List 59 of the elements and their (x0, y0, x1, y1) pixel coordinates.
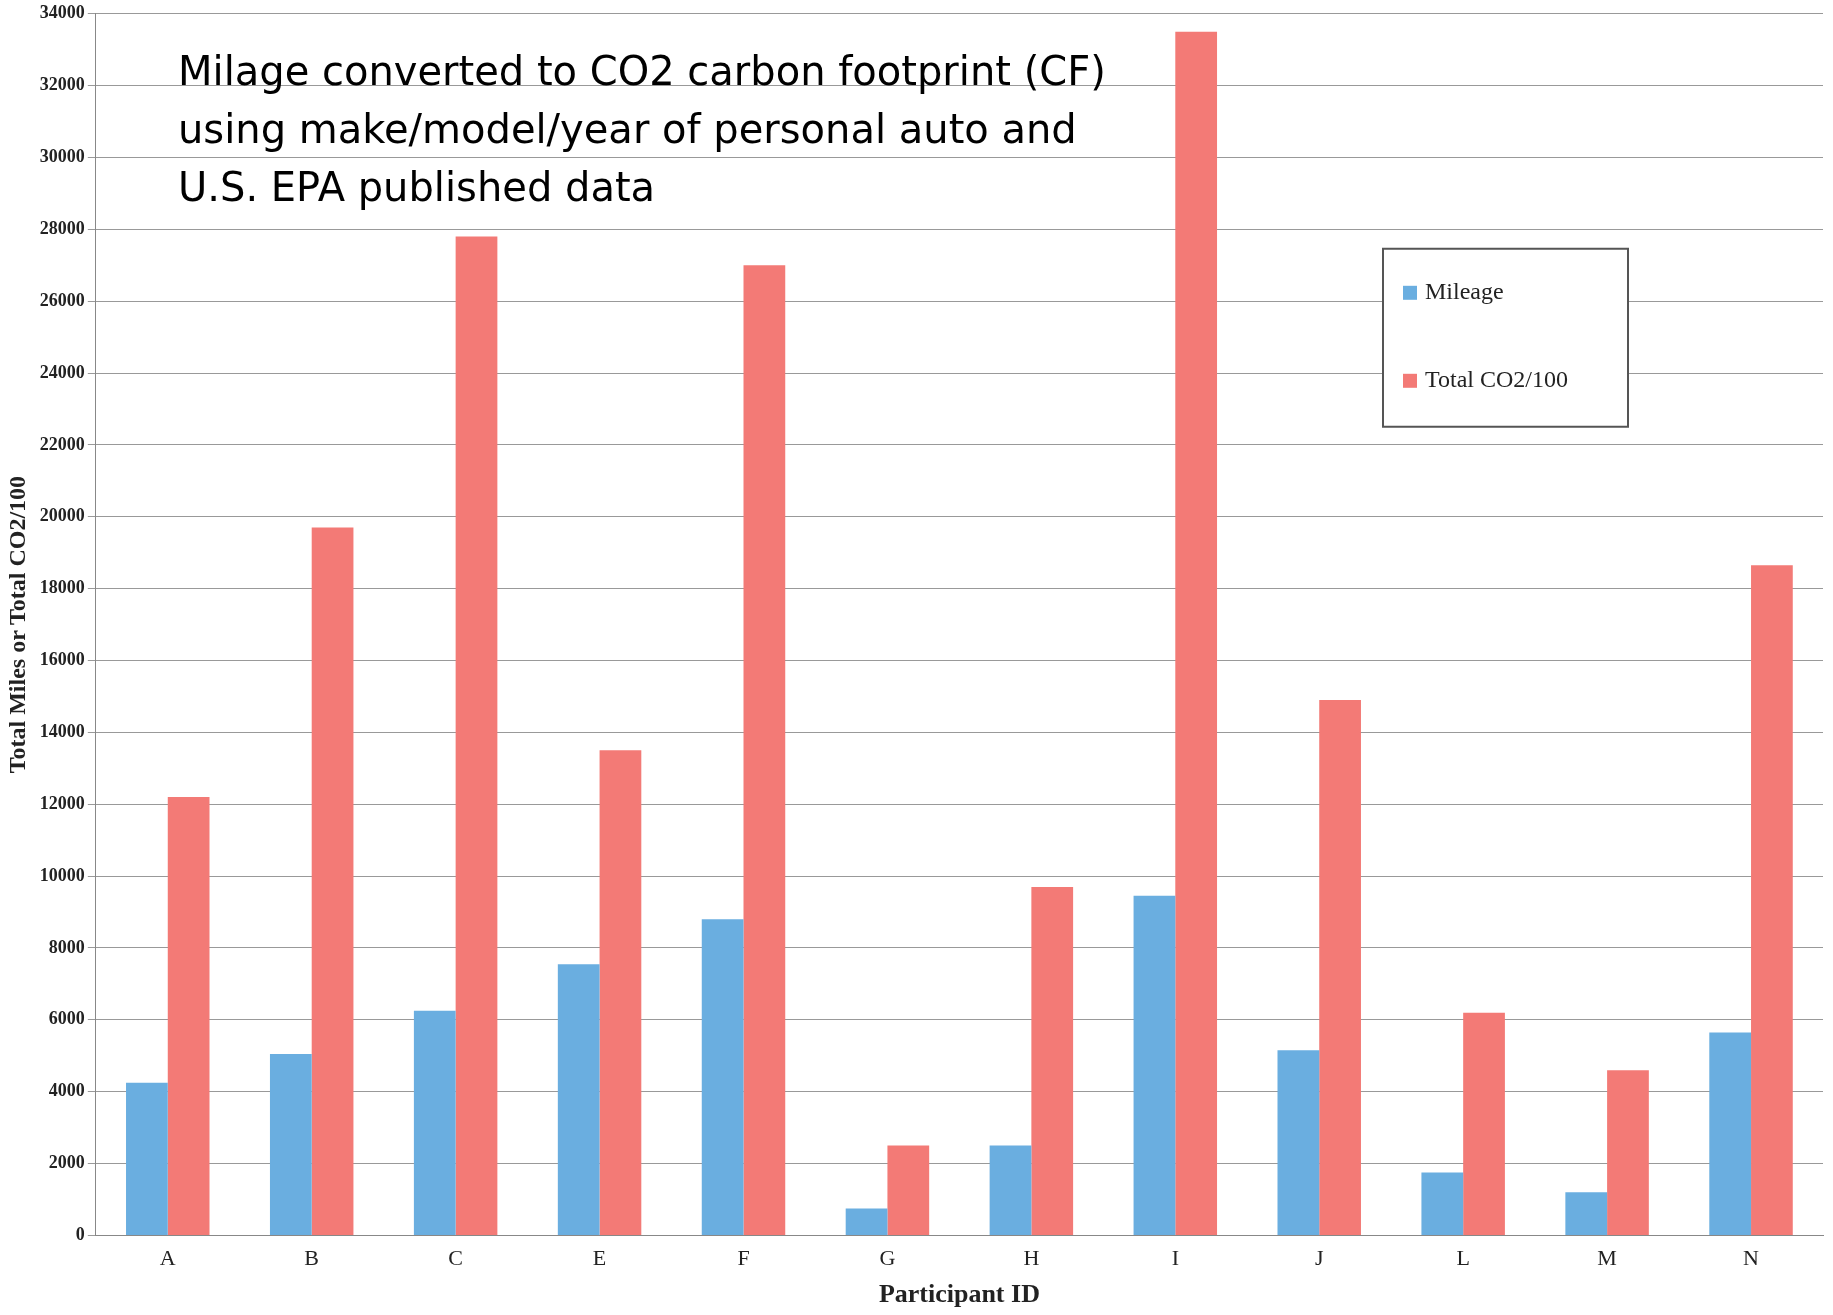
y-tick-label: 6000 (48, 1008, 85, 1029)
y-tick-label: 24000 (39, 361, 85, 382)
y-tick-label: 26000 (39, 289, 85, 310)
legend-label: Total CO2/100 (1425, 366, 1568, 393)
x-tick-label: L (1456, 1245, 1470, 1271)
x-tick-label: I (1171, 1245, 1179, 1271)
bar (167, 797, 210, 1235)
bar (1565, 1192, 1608, 1235)
bar (126, 1082, 168, 1235)
bar (1175, 31, 1218, 1235)
x-tick-label: G (879, 1245, 896, 1271)
bar (557, 964, 600, 1235)
bar (413, 1010, 456, 1235)
y-tick-label: 18000 (39, 577, 85, 598)
bar (269, 1053, 312, 1235)
bar (1463, 1012, 1505, 1235)
y-tick-label: 20000 (39, 505, 85, 526)
y-tick-label: 22000 (39, 433, 85, 454)
y-tick-label: 0 (75, 1224, 85, 1245)
bar (701, 919, 744, 1235)
y-tick-label: 30000 (39, 146, 85, 167)
x-tick-label: E (592, 1245, 607, 1271)
bar (1277, 1050, 1320, 1235)
bar (1421, 1172, 1464, 1235)
x-axis-title: Participant ID (878, 1279, 1040, 1309)
annotation: Milage converted to CO2 carbon footprint (CF) using make/model/year of personal auto and U.S. EPA published data (178, 47, 1107, 212)
legend-label: Mileage (1425, 278, 1504, 305)
x-tick-label: C (448, 1245, 463, 1271)
x-tick-label: A (159, 1245, 176, 1271)
y-tick-label: 14000 (39, 721, 85, 742)
y-tick-label: 2000 (48, 1152, 85, 1173)
y-tick-label: 10000 (39, 864, 85, 885)
bar (599, 750, 642, 1235)
y-axis-title: Total Miles or Total CO2/100 (3, 475, 30, 774)
bar (1751, 565, 1793, 1235)
x-tick-label: M (1597, 1245, 1617, 1271)
y-tick-label: 32000 (39, 74, 85, 95)
bar (455, 236, 498, 1235)
bar (887, 1145, 930, 1235)
x-tick-label: H (1023, 1245, 1040, 1271)
x-tick-label: N (1743, 1245, 1760, 1271)
y-tick-label: 16000 (39, 649, 85, 670)
bar (1133, 895, 1176, 1235)
bar (1607, 1070, 1649, 1235)
y-tick-label: 28000 (39, 218, 85, 239)
y-tick-label: 8000 (48, 936, 85, 957)
bar (1709, 1032, 1752, 1235)
x-tick-label: B (304, 1245, 320, 1271)
y-tick-label: 12000 (39, 792, 85, 813)
bar (1319, 700, 1361, 1235)
bar (1031, 886, 1074, 1235)
x-tick-label: F (737, 1245, 750, 1271)
x-tick-label: J (1314, 1245, 1324, 1271)
bar (989, 1145, 1032, 1235)
y-tick-label: 34000 (39, 2, 85, 23)
bar (743, 265, 786, 1235)
y-tick-label: 4000 (48, 1080, 85, 1101)
bar (845, 1208, 888, 1235)
bar (311, 527, 354, 1235)
